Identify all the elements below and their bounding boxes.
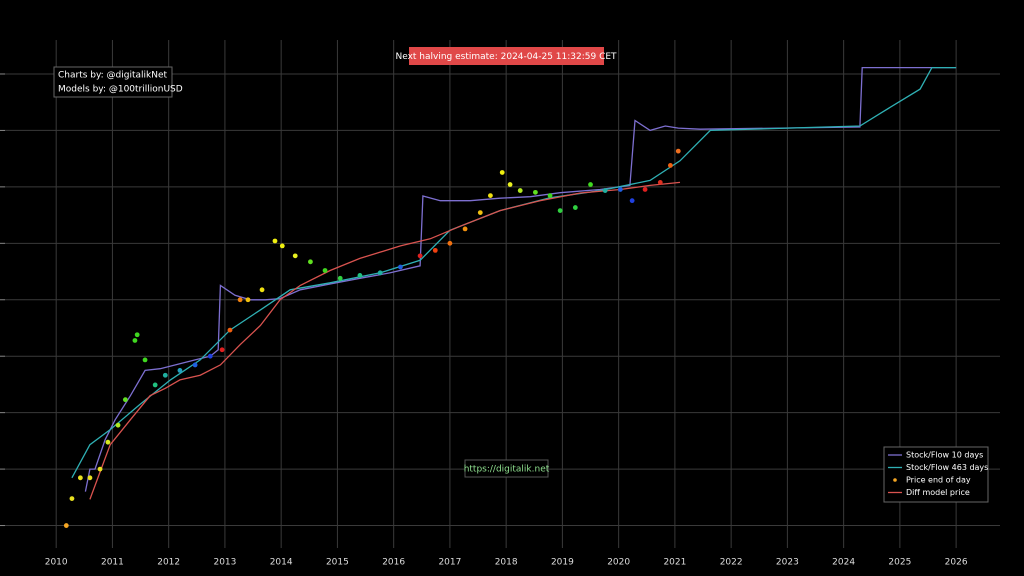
price-point: [132, 338, 138, 343]
price-point: [657, 180, 663, 185]
price-point: [272, 238, 278, 244]
price-point: [142, 357, 148, 363]
legend-label: Stock/Flow 10 days: [906, 451, 983, 460]
credits-line: Charts by: @digitalikNet: [58, 71, 168, 81]
price-point: [105, 439, 111, 445]
price-point: [308, 259, 313, 265]
price-point: [357, 273, 363, 278]
price-point: [97, 466, 103, 472]
url-box: [464, 459, 549, 478]
price-point: [602, 188, 608, 193]
price-point: [87, 475, 93, 481]
price-point: [192, 362, 198, 368]
price-point: [377, 270, 383, 276]
price-point: [417, 253, 423, 259]
price-point: [227, 327, 233, 333]
legend-label: Stock/Flow 463 days: [906, 463, 988, 472]
price-point: [134, 332, 140, 338]
x-tick-label: 2014: [270, 558, 293, 568]
price-point: [517, 188, 523, 193]
halving-box: [409, 47, 604, 65]
price-point: [675, 148, 681, 154]
price-point: [617, 187, 623, 192]
x-tick-label: 2013: [213, 558, 236, 568]
legend-label: Price end of day: [906, 476, 971, 485]
price-point: [152, 382, 158, 388]
plot: [63, 66, 957, 528]
price-point: [115, 422, 121, 428]
x-tick-label: 2022: [720, 558, 743, 568]
x-tick-label: 2026: [945, 558, 968, 568]
price-point: [259, 287, 265, 293]
price-point: [499, 170, 505, 175]
price-point: [572, 205, 578, 210]
price-point: [629, 198, 635, 204]
price-point: [533, 189, 538, 195]
price-point: [547, 193, 553, 199]
legend-label: Diff model price: [906, 488, 970, 497]
x-tick-label: 2010: [45, 558, 68, 568]
price-point: [77, 475, 83, 481]
x-tick-label: 2015: [326, 558, 349, 568]
price-point: [69, 496, 75, 502]
price-point: [557, 208, 563, 213]
price-point: [398, 264, 403, 270]
price-point: [279, 243, 285, 249]
line-series: [89, 181, 681, 500]
price-point: [462, 226, 468, 232]
price-point: [667, 163, 673, 168]
x-tick-label: 2024: [832, 558, 855, 568]
price-point: [588, 182, 593, 187]
x-tick-label: 2019: [551, 558, 574, 568]
legend: Stock/Flow 10 days Stock/Flow 463 days Pri…: [883, 446, 989, 503]
price-point: [237, 297, 243, 303]
price-point: [507, 182, 513, 187]
price-point: [488, 193, 493, 199]
x-tick-label: 2017: [438, 558, 461, 568]
x-tick-label: 2018: [495, 558, 518, 568]
credits-line: Models by: @100trillionUSD: [58, 85, 183, 95]
price-point: [177, 368, 183, 373]
x-tick-label: 2016: [382, 558, 405, 568]
x-tick-label: 2021: [663, 558, 686, 568]
price-point: [432, 247, 438, 253]
x-tick-label: 2020: [607, 558, 630, 568]
x-tick-label: 2023: [776, 558, 799, 568]
legend-marker: [893, 478, 897, 482]
price-point: [122, 397, 128, 403]
x-tick-label: 2012: [157, 558, 180, 568]
price-point: [207, 353, 213, 359]
halving-text: Next halving estimate: 2024-04-25 11:32:…: [395, 52, 617, 62]
price-point: [322, 268, 328, 273]
price-point: [642, 187, 648, 192]
credits-box: [53, 66, 173, 98]
x-tick-label: 2011: [101, 558, 124, 568]
price-point: [337, 275, 343, 281]
price-point: [219, 347, 225, 353]
price-point: [292, 253, 298, 259]
price-point: [63, 523, 69, 528]
line-series: [84, 66, 957, 492]
price-point: [162, 372, 168, 378]
x-tick-label: 2025: [888, 558, 911, 568]
url-text: https://digitalik.net: [464, 465, 550, 475]
grid: 2010 2011 2012 2013 2014 2015 2016 2017 2018 2019…: [0, 40, 1000, 568]
price-point: [447, 240, 453, 246]
price-point: [245, 297, 251, 303]
line-series: [71, 66, 957, 479]
price-point: [477, 210, 483, 216]
